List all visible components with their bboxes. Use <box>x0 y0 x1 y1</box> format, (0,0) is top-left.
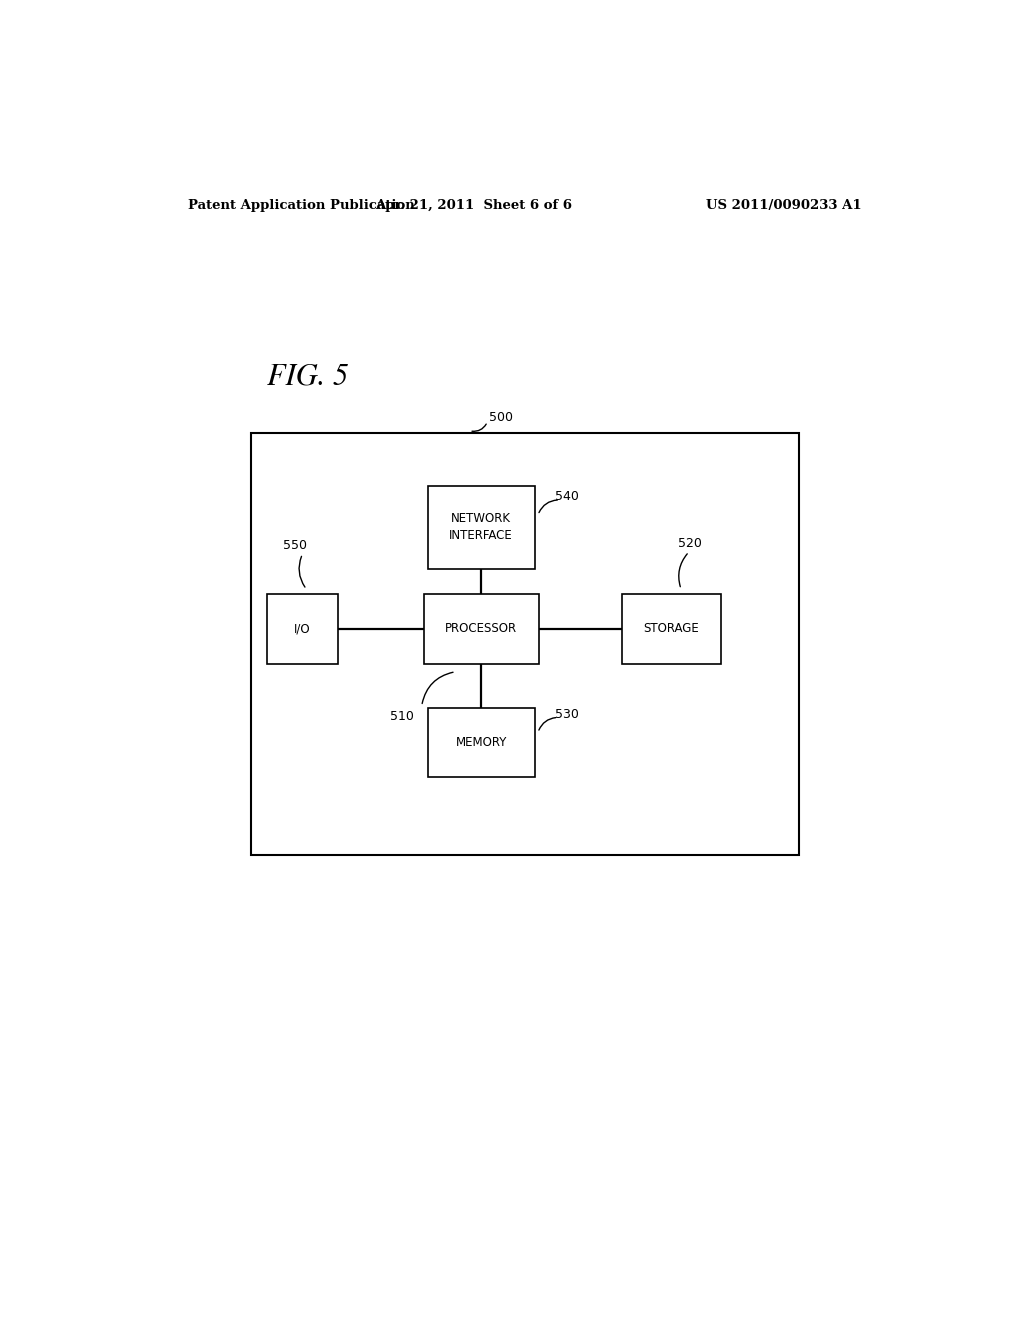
Bar <box>622 594 721 664</box>
Bar <box>424 594 539 664</box>
Text: PROCESSOR: PROCESSOR <box>445 623 517 635</box>
Text: Apr. 21, 2011  Sheet 6 of 6: Apr. 21, 2011 Sheet 6 of 6 <box>375 198 571 211</box>
Text: MEMORY: MEMORY <box>456 737 507 750</box>
Text: I/O: I/O <box>294 623 311 635</box>
Text: 520: 520 <box>678 537 701 550</box>
Text: US 2011/0090233 A1: US 2011/0090233 A1 <box>707 198 862 211</box>
Text: Patent Application Publication: Patent Application Publication <box>187 198 415 211</box>
Text: 540: 540 <box>555 490 579 503</box>
Bar <box>251 433 799 854</box>
Bar <box>428 709 535 777</box>
Text: FIG. 5: FIG. 5 <box>267 363 348 391</box>
Text: STORAGE: STORAGE <box>644 623 699 635</box>
Text: NETWORK
INTERFACE: NETWORK INTERFACE <box>450 512 513 543</box>
Text: 500: 500 <box>489 411 513 424</box>
Bar <box>267 594 338 664</box>
Text: 530: 530 <box>555 708 579 721</box>
Bar <box>428 486 535 569</box>
Text: 510: 510 <box>390 710 414 723</box>
Text: 550: 550 <box>283 539 307 552</box>
